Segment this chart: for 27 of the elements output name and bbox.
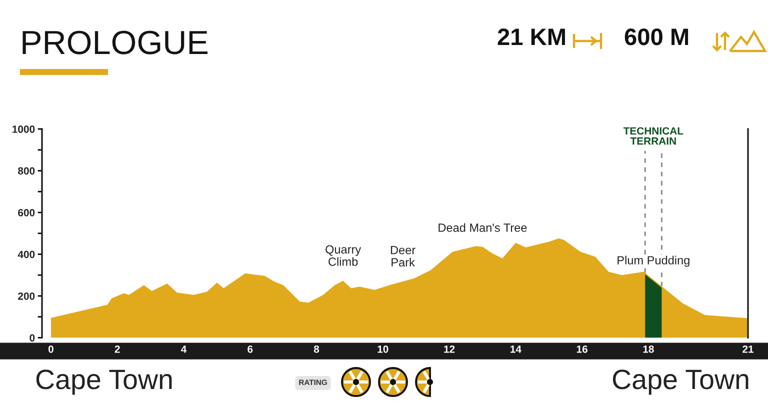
text: 21 KM xyxy=(498,28,565,45)
x-tick-label: 16 xyxy=(576,345,588,353)
annotation: Deer Park xyxy=(390,246,416,267)
y-tick-label: 200 xyxy=(18,292,35,300)
text: 600 M xyxy=(624,28,688,46)
y-tick-label: 400 xyxy=(18,250,35,258)
y-tick-label: 1000 xyxy=(12,126,35,133)
chart-title: PROLOGUE xyxy=(22,30,208,54)
x-tick-label: 10 xyxy=(378,345,388,353)
x-tick-label: 12 xyxy=(444,345,455,353)
y-tick-label: 0 xyxy=(30,334,35,342)
text: Cape Town xyxy=(36,370,172,395)
x-tick-label: 8 xyxy=(314,345,320,353)
x-tick-label: 14 xyxy=(510,346,522,353)
x-tick-label: 18 xyxy=(643,345,654,353)
annotation: Plum Pudding xyxy=(618,256,690,267)
x-tick-label: 2 xyxy=(114,345,120,353)
text: Cape Town xyxy=(612,370,748,395)
y-tick-label: 800 xyxy=(18,167,35,175)
x-tick-label: 21 xyxy=(742,345,754,353)
y-tick-label: 600 xyxy=(18,208,35,216)
x-tick-label: 6 xyxy=(248,345,253,353)
annotation: Quarry Climb xyxy=(326,245,362,266)
band-label: TECHNICAL TERRAIN xyxy=(623,127,684,145)
x-tick-label: 0 xyxy=(48,345,54,353)
annotation: Dead Man's Tree xyxy=(438,223,527,232)
x-tick-label: 4 xyxy=(180,346,187,353)
